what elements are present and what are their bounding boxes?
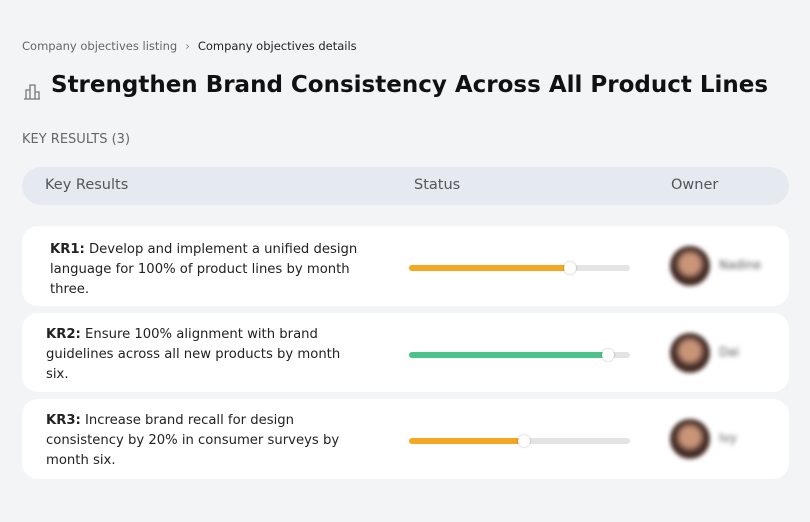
progress-fill xyxy=(409,351,608,358)
key-result-description: Increase brand recall for design consist… xyxy=(46,413,340,468)
table-header: Key Results Status Owner xyxy=(22,167,789,205)
key-result-card[interactable]: KR3: Increase brand recall for design co… xyxy=(22,399,789,479)
key-result-label: KR1: xyxy=(50,242,85,257)
owner-avatar xyxy=(670,332,710,373)
breadcrumb-separator: › xyxy=(185,39,190,53)
key-result-description: Ensure 100% alignment with brand guideli… xyxy=(46,327,341,382)
progress-fill xyxy=(409,438,524,444)
progress-fill xyxy=(409,265,571,271)
breadcrumb-link[interactable]: Company objectives listing xyxy=(22,39,178,53)
page-title: Strengthen Brand Consistency Across All … xyxy=(51,72,769,98)
progress-track xyxy=(409,262,630,274)
breadcrumb: Company objectives listing › Company objec… xyxy=(22,39,357,53)
column-header: Owner xyxy=(671,177,719,193)
key-result-card[interactable]: KR2: Ensure 100% alignment with brand gu… xyxy=(22,313,789,392)
column-header: Status xyxy=(414,177,461,193)
owner-avatar xyxy=(670,419,710,459)
key-result-label: KR3: xyxy=(46,413,81,428)
owner-name: Dai xyxy=(719,344,739,359)
column-header: Key Results xyxy=(45,177,129,193)
section-label: KEY RESULTS (3) xyxy=(22,132,131,147)
progress-knob xyxy=(601,348,614,361)
progress-track xyxy=(409,435,630,447)
key-result-text: KR2: Ensure 100% alignment with brand gu… xyxy=(46,325,366,385)
key-result-card[interactable]: KR1: Develop and implement a unified des… xyxy=(22,226,789,306)
key-result-text: KR3: Increase brand recall for design co… xyxy=(46,411,366,471)
key-result-description: Develop and implement a unified design l… xyxy=(50,242,358,297)
owner-avatar xyxy=(670,246,710,286)
progress-track xyxy=(409,348,630,361)
key-result-text: KR1: Develop and implement a unified des… xyxy=(50,240,370,300)
owner-name: Ivy xyxy=(719,431,737,445)
owner-name: Nadine xyxy=(719,258,762,272)
progress-knob xyxy=(517,435,530,447)
breadcrumb-current: Company objectives details xyxy=(197,39,357,53)
objective-icon xyxy=(24,84,40,100)
key-result-label: KR2: xyxy=(46,327,81,342)
progress-knob xyxy=(564,262,577,274)
